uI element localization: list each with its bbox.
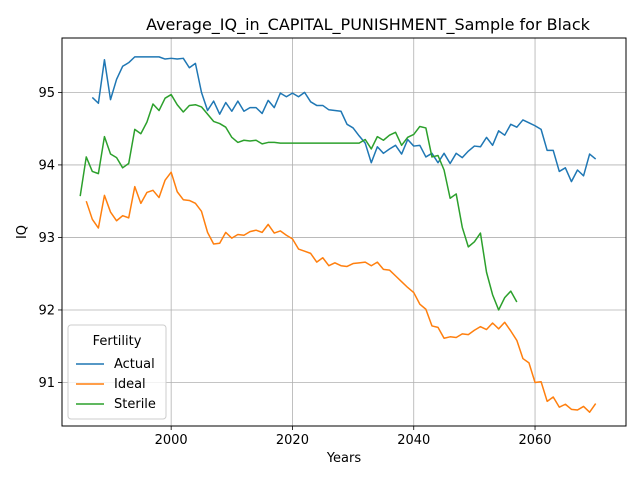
y-tick-label: 95 — [38, 86, 55, 101]
y-tick-label: 92 — [38, 303, 55, 318]
y-axis-ticks: 91 92 93 94 95 — [38, 86, 62, 391]
chart-title: Average_IQ_in_CAPITAL_PUNISHMENT_Sample … — [146, 15, 591, 35]
series-lines — [79, 56, 597, 413]
legend-label-sterile: Sterile — [114, 397, 156, 412]
y-tick-label: 94 — [38, 158, 55, 173]
plot-frame — [61, 37, 627, 427]
legend-title: Fertility — [93, 334, 142, 349]
legend-box — [67, 324, 167, 420]
series-line-actual — [91, 56, 597, 183]
x-tick-label: 2020 — [276, 433, 309, 448]
legend: Fertility Actual Ideal Sterile — [67, 324, 167, 420]
x-tick-label: 2000 — [155, 433, 188, 448]
y-tick-label: 93 — [38, 231, 55, 246]
series-line-ideal — [85, 171, 597, 413]
legend-label-ideal: Ideal — [114, 377, 146, 392]
x-axis-ticks: 2000 2020 2040 2060 — [155, 426, 552, 448]
series-line-sterile — [79, 93, 518, 311]
y-tick-label: 91 — [38, 376, 55, 391]
legend-label-actual: Actual — [114, 357, 155, 372]
x-tick-label: 2040 — [397, 433, 430, 448]
y-axis-label: IQ — [15, 225, 30, 239]
x-tick-label: 2060 — [518, 433, 551, 448]
x-axis-label: Years — [326, 451, 362, 466]
